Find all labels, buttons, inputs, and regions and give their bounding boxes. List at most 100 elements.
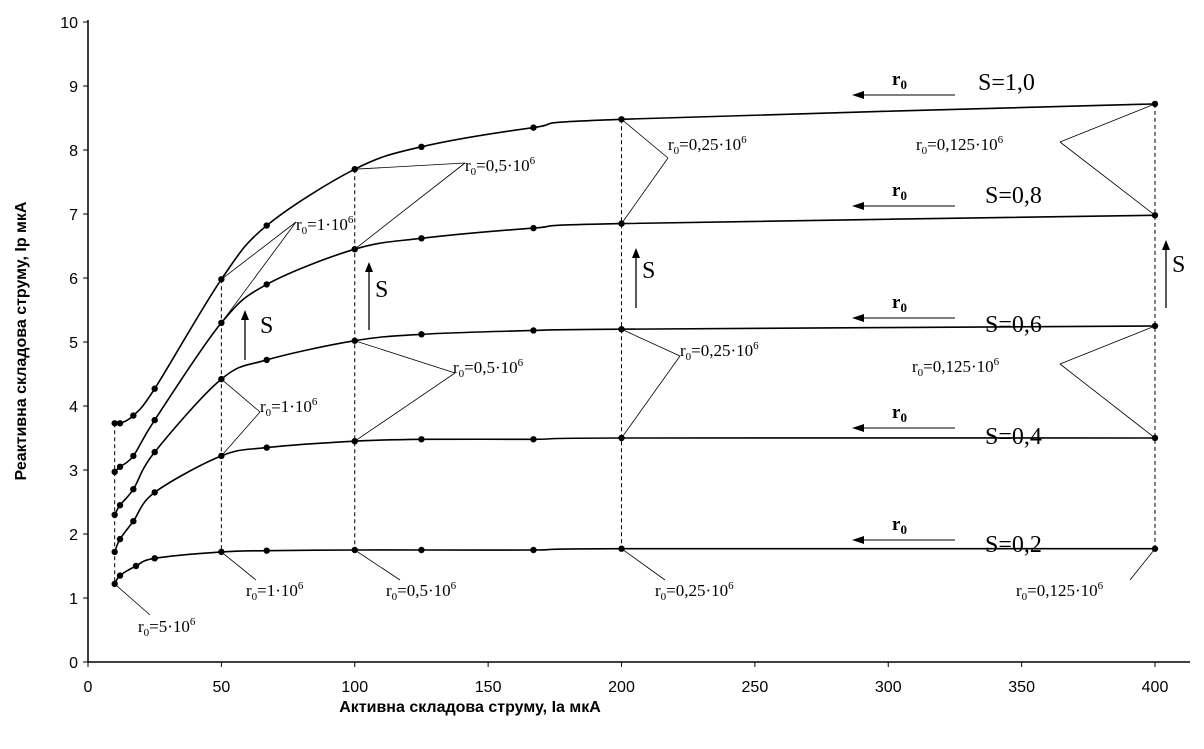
- x-tick-label: 300: [875, 679, 902, 696]
- data-point: [263, 222, 270, 229]
- data-point: [116, 535, 124, 543]
- r0-annotations: r0=5·106 r0=1·106 r0=0,5·106 r0=0,25·106 r0=…: [138, 134, 1104, 639]
- y-axis-title: Реактивна складова струму, Ір мкА: [13, 201, 30, 480]
- series-curves: [113, 103, 1156, 585]
- r0-arrow-label: r0: [892, 69, 907, 92]
- y-tick-label: 1: [69, 591, 78, 608]
- r0-arrow-head: [852, 314, 864, 322]
- series-label: S=0,4: [985, 424, 1042, 450]
- data-point: [418, 546, 425, 554]
- s-arrow-head: [1162, 240, 1170, 250]
- r0-annotation-label: r0=0,5·106: [386, 580, 457, 603]
- annotation-leader: [221, 221, 297, 280]
- y-tick-label: 3: [69, 463, 78, 480]
- data-point: [111, 548, 118, 556]
- y-tick-label: 5: [69, 335, 78, 352]
- r0-annotation-label: r0=0,5·106: [465, 155, 536, 178]
- annotation-leader: [221, 551, 257, 581]
- data-point: [263, 547, 270, 554]
- r0-arrow-head: [852, 202, 864, 210]
- s-arrow-head: [241, 310, 249, 320]
- s-arrow-head: [365, 262, 373, 272]
- x-ticks: 0 50 100 150 200 250 300 350 400: [84, 662, 1169, 696]
- r0-arrow-head: [852, 424, 864, 432]
- data-point: [111, 420, 118, 427]
- x-tick-label: 350: [1008, 679, 1035, 696]
- series-line: [113, 325, 1156, 516]
- series-label: S=0,2: [985, 532, 1042, 558]
- y-tick-label: 7: [69, 207, 78, 224]
- data-point: [418, 235, 425, 242]
- annotation-leader: [621, 328, 681, 357]
- data-point: [530, 546, 537, 554]
- data-point: [151, 448, 158, 456]
- annotation-leader: [354, 162, 466, 170]
- r0-annotation-label: r0=1·106: [296, 214, 354, 237]
- data-point: [111, 511, 118, 518]
- data-point: [116, 502, 124, 509]
- s-arrow-label: S: [642, 258, 655, 284]
- r0-arrow-head: [852, 91, 864, 99]
- r0-annotation-label: r0=0,25·106: [680, 340, 759, 363]
- data-point: [418, 436, 425, 443]
- series-line: [114, 103, 1156, 425]
- data-point: [151, 416, 158, 424]
- data-point: [130, 412, 137, 419]
- data-point: [151, 489, 158, 496]
- s-arrow-label: S: [1172, 252, 1185, 278]
- plot-area: [87, 20, 1190, 663]
- r0-annotation-label: r0=0,25·106: [655, 580, 734, 603]
- data-point: [116, 572, 124, 579]
- data-point: [418, 331, 425, 338]
- data-point: [130, 486, 137, 493]
- data-points: [111, 100, 1159, 588]
- data-point: [530, 124, 537, 131]
- r0-annotation-label: r0=5·106: [138, 616, 196, 639]
- data-point: [418, 143, 425, 150]
- annotation-leader: [221, 411, 261, 457]
- annotation-leader: [1129, 548, 1156, 581]
- annotation-leader: [221, 378, 261, 413]
- y-ticks: 0 1 2 3 4 5 6 7 8 9 10: [60, 15, 88, 672]
- data-point: [263, 444, 270, 451]
- data-point: [130, 518, 137, 525]
- x-tick-label: 150: [475, 679, 502, 696]
- data-point: [151, 555, 158, 562]
- series-label: S=0,8: [985, 183, 1042, 209]
- annotation-leader: [1059, 325, 1156, 365]
- x-tick-label: 250: [742, 679, 769, 696]
- annotation-leader: [621, 118, 669, 159]
- r0-annotation-label: r0=0,125·106: [916, 134, 1004, 157]
- y-tick-label: 0: [69, 655, 78, 672]
- annotation-leader: [621, 548, 666, 581]
- r0-arrow-head: [852, 536, 864, 544]
- annotation-leader: [621, 355, 681, 439]
- r0-annotation-label: r0=0,125·106: [912, 356, 1000, 379]
- x-tick-label: 200: [608, 679, 635, 696]
- r0-annotation-label: r0=1·106: [260, 396, 318, 419]
- data-point: [530, 224, 537, 232]
- annotation-leader: [621, 157, 669, 224]
- data-point: [111, 468, 118, 476]
- data-point: [116, 463, 124, 470]
- annotation-leader: [114, 583, 151, 616]
- data-point: [351, 337, 358, 344]
- s-arrow-label: S: [260, 313, 273, 339]
- y-tick-label: 10: [60, 15, 78, 32]
- y-tick-label: 9: [69, 79, 78, 96]
- s-arrow-head: [632, 248, 640, 258]
- annotation-leader: [1059, 363, 1156, 439]
- y-tick-label: 6: [69, 271, 78, 288]
- series-label: S=0,6: [985, 312, 1042, 338]
- vertical-guide-lines: [114, 103, 1156, 584]
- x-tick-label: 0: [84, 679, 93, 696]
- data-point: [130, 452, 137, 460]
- data-point: [116, 420, 124, 427]
- data-point: [263, 356, 270, 364]
- r0-annotation-label: r0=1·106: [246, 580, 304, 603]
- r0-annotation-label: r0=0,125·106: [1016, 580, 1104, 603]
- y-tick-label: 2: [69, 527, 78, 544]
- x-axis-title: Активна складова струму, Іа мкА: [339, 699, 601, 716]
- x-tick-label: 400: [1142, 679, 1169, 696]
